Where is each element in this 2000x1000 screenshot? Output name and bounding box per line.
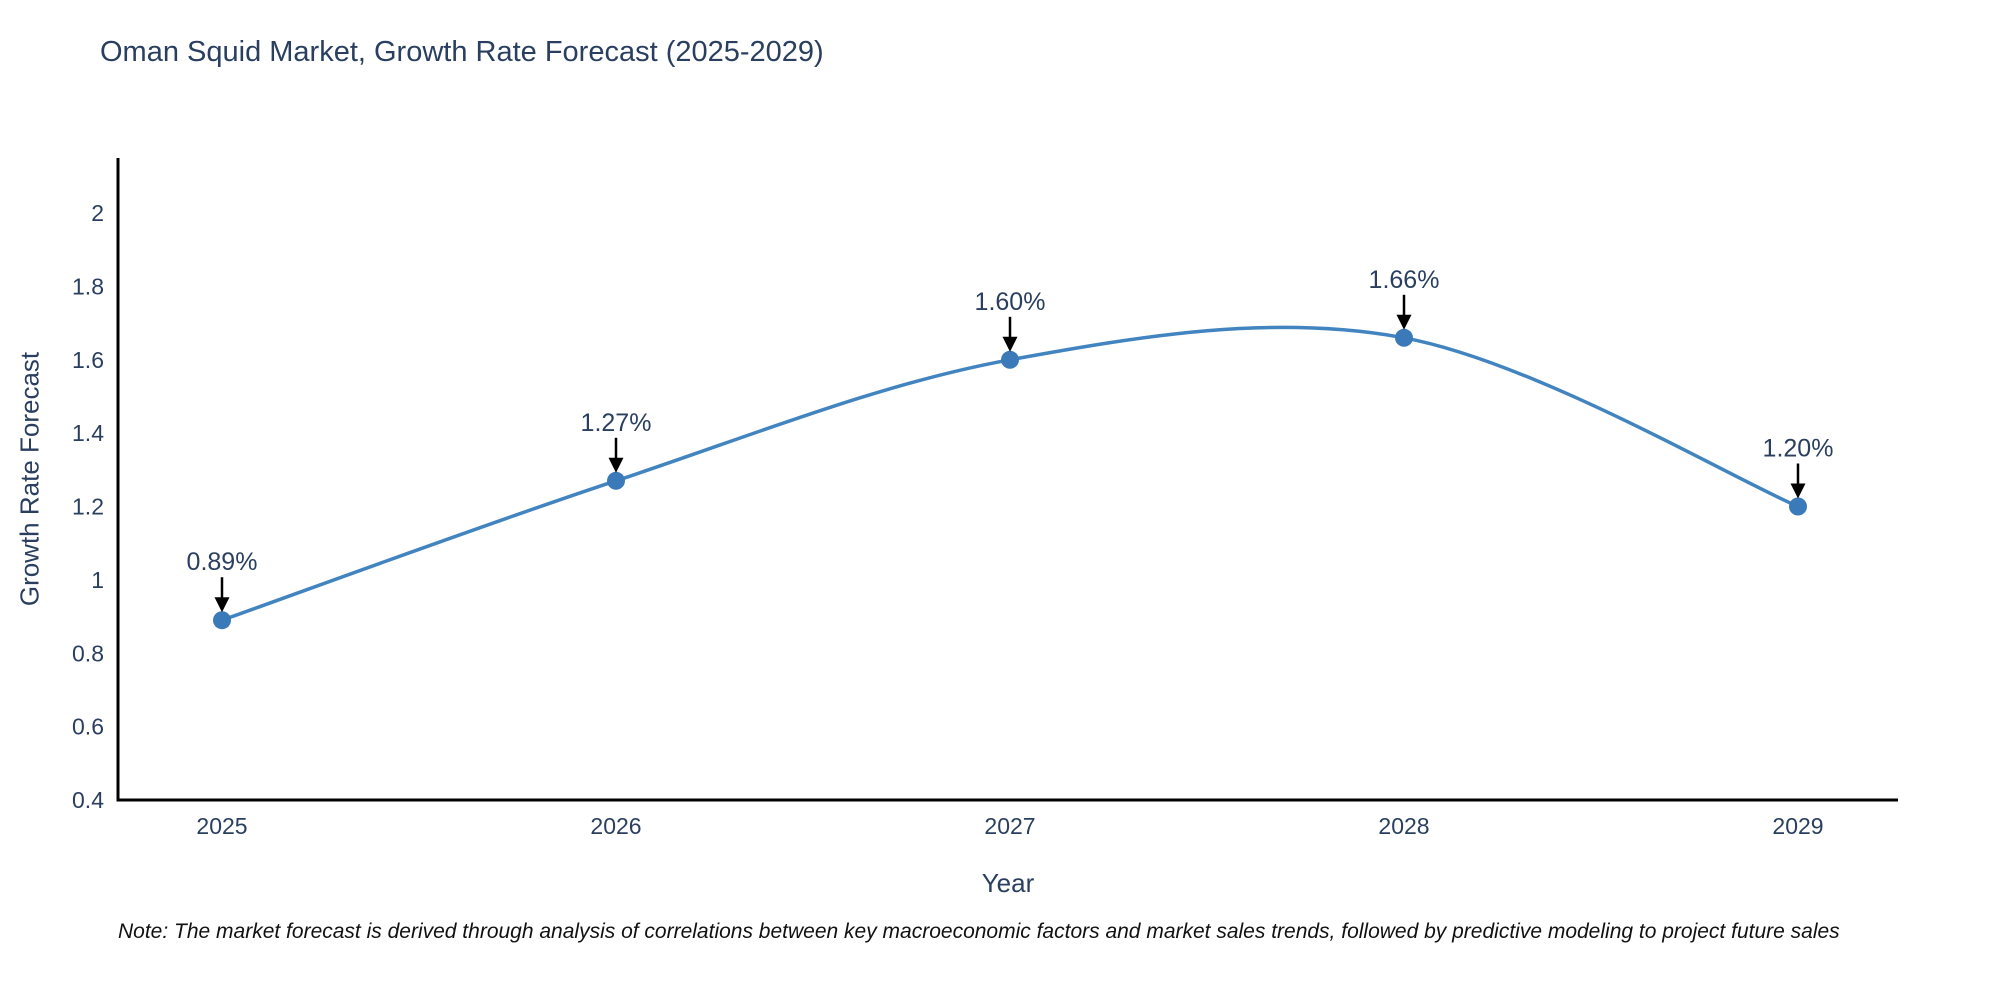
annotation-arrowhead-icon: [1396, 314, 1412, 330]
annotation-arrowhead-icon: [214, 597, 230, 613]
data-point-marker: [213, 611, 231, 630]
data-point-marker: [1789, 497, 1807, 516]
data-point-marker: [607, 471, 625, 490]
y-tick-label: 2: [91, 200, 104, 226]
annotation-arrowhead-icon: [1790, 483, 1806, 499]
footnote-text: Note: The market forecast is derived thr…: [118, 920, 1840, 943]
y-tick-label: 1.4: [72, 420, 104, 446]
growth-rate-line: [221, 325, 1799, 622]
data-point-label: 1.66%: [1369, 266, 1440, 294]
data-point-marker: [1001, 350, 1019, 369]
x-tick-label: 2029: [1772, 813, 1823, 839]
data-point-label: 0.89%: [187, 548, 258, 576]
x-tick-label: 2026: [590, 813, 641, 839]
x-axis-title: Year: [981, 868, 1035, 898]
annotation-arrowhead-icon: [608, 457, 624, 473]
y-tick-label: 1.2: [72, 494, 104, 520]
y-tick-label: 1: [91, 567, 104, 593]
y-axis-title: Growth Rate Forecast: [14, 351, 45, 607]
data-point-label: 1.27%: [581, 409, 652, 437]
data-point-label: 1.20%: [1763, 435, 1834, 463]
y-tick-label: 1.8: [72, 273, 104, 299]
data-point-marker: [1395, 328, 1413, 347]
y-tick-label: 0.8: [72, 640, 104, 666]
y-tick-label: 0.4: [72, 787, 104, 813]
y-tick-label: 0.6: [72, 714, 104, 740]
x-tick-label: 2025: [196, 813, 247, 839]
y-tick-label: 1.6: [72, 347, 104, 373]
chart-title: Oman Squid Market, Growth Rate Forecast …: [100, 36, 824, 68]
x-tick-label: 2028: [1378, 813, 1429, 839]
annotation-arrowhead-icon: [1002, 336, 1018, 352]
data-point-label: 1.60%: [975, 288, 1046, 316]
x-tick-label: 2027: [984, 813, 1035, 839]
